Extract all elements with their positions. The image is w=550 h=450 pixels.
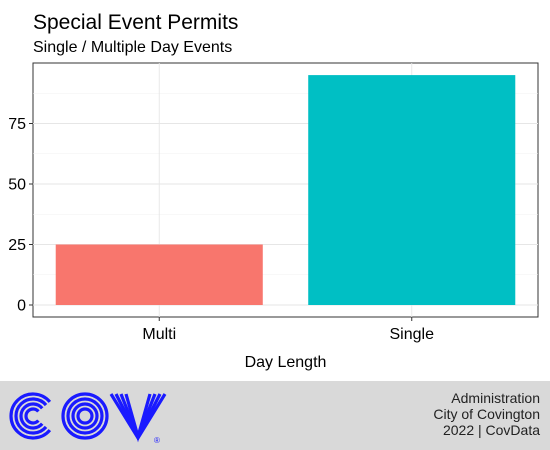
y-tick-label: 50: [8, 177, 26, 194]
bar-chart: 0 25 50 75 Multi Single Day Length: [0, 0, 550, 381]
y-tick-label: 75: [8, 116, 26, 133]
x-tick-label: Single: [390, 326, 435, 343]
logo-c-ring: [26, 409, 38, 423]
footer-banner: ® Administration City of Covington 2022 …: [0, 381, 550, 450]
logo-registered-mark: ®: [154, 436, 160, 445]
logo-o-ring: [78, 409, 92, 423]
x-axis: Multi Single: [142, 317, 434, 343]
y-tick-label: 0: [17, 298, 26, 315]
y-axis: 0 25 50 75: [8, 116, 33, 315]
footer-year-source: 2022 | CovData: [433, 422, 540, 438]
bar-single: [308, 75, 515, 305]
footer-credits: Administration City of Covington 2022 | …: [433, 390, 540, 438]
y-tick-label: 25: [8, 237, 26, 254]
bar-multi: [56, 245, 263, 306]
x-tick-label: Multi: [142, 326, 176, 343]
x-axis-title: Day Length: [245, 354, 327, 371]
footer-department: Administration: [433, 390, 540, 406]
footer-city: City of Covington: [433, 406, 540, 422]
covington-logo: ®: [6, 385, 176, 447]
